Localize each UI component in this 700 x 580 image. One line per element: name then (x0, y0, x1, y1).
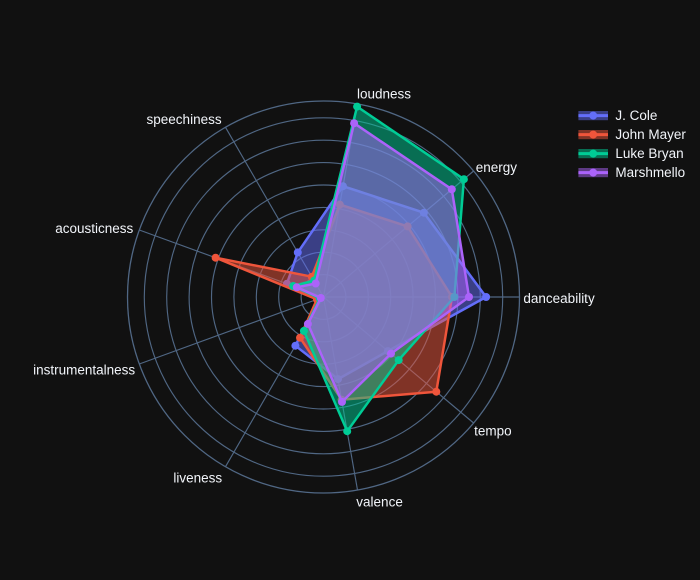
svg-text:John Mayer: John Mayer (615, 127, 686, 142)
svg-text:Luke Bryan: Luke Bryan (615, 146, 683, 161)
svg-text:speechiness: speechiness (147, 112, 222, 127)
svg-text:acousticness: acousticness (55, 221, 133, 236)
svg-text:valence: valence (356, 495, 403, 510)
svg-text:liveness: liveness (173, 470, 222, 485)
svg-text:danceability: danceability (523, 291, 595, 306)
svg-text:J. Cole: J. Cole (615, 108, 657, 123)
svg-text:instrumentalness: instrumentalness (33, 362, 135, 377)
svg-text:loudness: loudness (357, 86, 411, 101)
svg-text:Marshmello: Marshmello (615, 165, 685, 180)
svg-text:tempo: tempo (474, 424, 512, 439)
svg-text:energy: energy (476, 160, 518, 175)
